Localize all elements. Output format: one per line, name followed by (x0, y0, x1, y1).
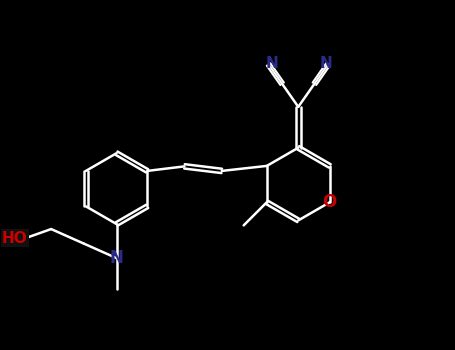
Text: N: N (266, 56, 278, 71)
Text: N: N (319, 56, 332, 71)
Text: HO: HO (2, 231, 28, 246)
Text: O: O (323, 193, 337, 211)
Text: N: N (110, 249, 123, 267)
